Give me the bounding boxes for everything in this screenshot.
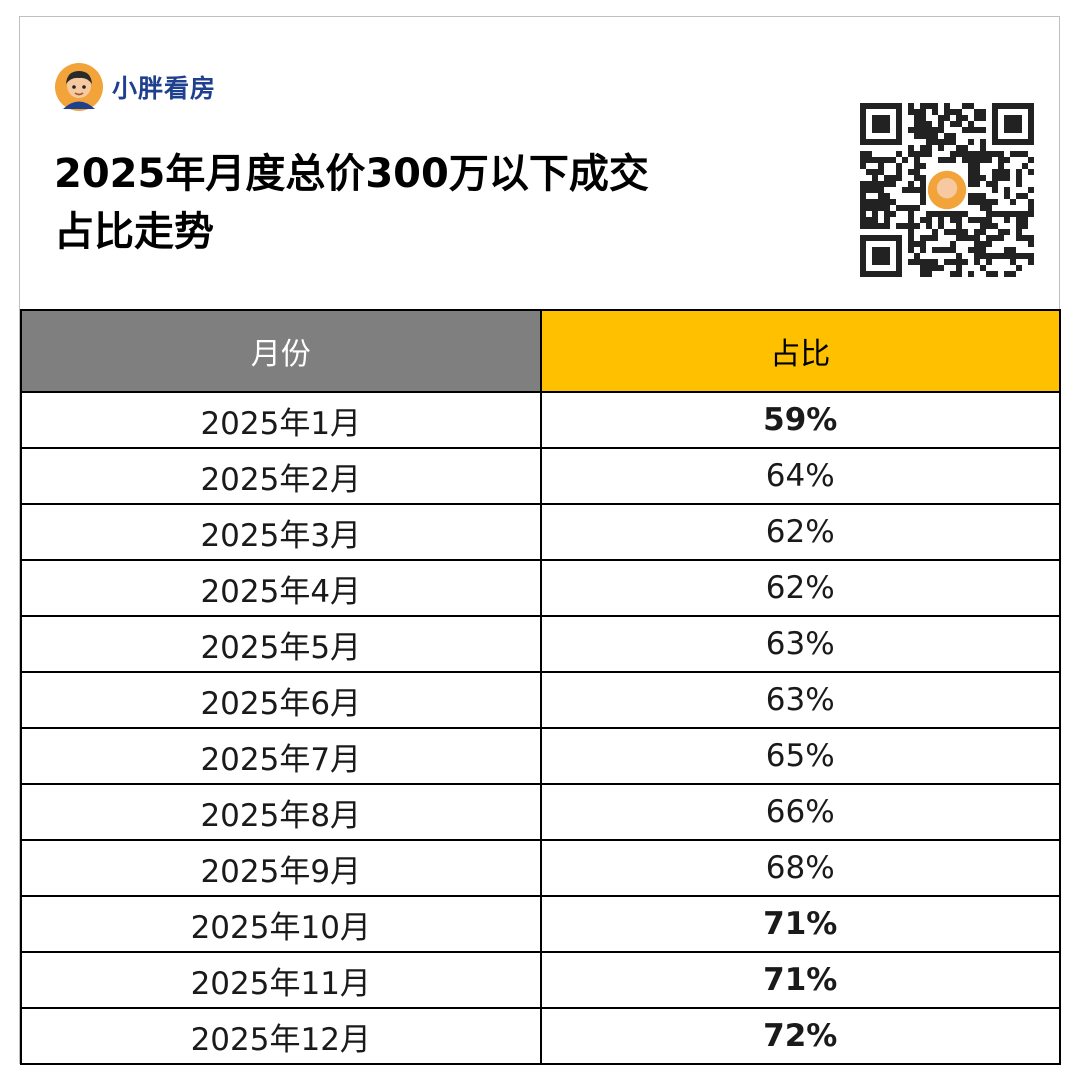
- table-row: 2025年7月 65%: [20, 727, 1061, 785]
- header-month: 月份: [20, 309, 542, 393]
- table-row: 2025年6月 63%: [20, 671, 1061, 729]
- month-cell: 2025年6月: [20, 671, 542, 729]
- title-line-1: 2025年月度总价300万以下成交: [54, 151, 649, 197]
- share-cell: 62%: [539, 559, 1061, 617]
- table-header-row: 月份 占比: [20, 309, 1061, 393]
- table-row: 2025年8月 66%: [20, 783, 1061, 841]
- month-cell: 2025年10月: [20, 895, 542, 953]
- month-cell: 2025年12月: [20, 1007, 542, 1065]
- qr-code-icon[interactable]: [860, 103, 1034, 277]
- share-cell: 65%: [539, 727, 1061, 785]
- month-cell: 2025年1月: [20, 391, 542, 449]
- month-cell: 2025年8月: [20, 783, 542, 841]
- page-title: 2025年月度总价300万以下成交 占比走势: [54, 145, 814, 261]
- table-row: 2025年2月 64%: [20, 447, 1061, 505]
- card: 小胖看房 2025年月度总价300万以下成交 占比走势 月份 占比 2025年1…: [19, 16, 1061, 1065]
- month-cell: 2025年4月: [20, 559, 542, 617]
- month-cell: 2025年9月: [20, 839, 542, 897]
- share-cell: 71%: [539, 951, 1061, 1009]
- month-cell: 2025年11月: [20, 951, 542, 1009]
- month-cell: 2025年7月: [20, 727, 542, 785]
- month-cell: 2025年5月: [20, 615, 542, 673]
- table-row: 2025年11月 71%: [20, 951, 1061, 1009]
- share-cell: 68%: [539, 839, 1061, 897]
- table-row: 2025年9月 68%: [20, 839, 1061, 897]
- share-cell: 72%: [539, 1007, 1061, 1065]
- table-row: 2025年10月 71%: [20, 895, 1061, 953]
- cartoon-avatar-icon: [55, 63, 103, 111]
- brand-name: 小胖看房: [112, 74, 217, 103]
- header-share: 占比: [539, 309, 1061, 393]
- month-cell: 2025年3月: [20, 503, 542, 561]
- table-row: 2025年5月 63%: [20, 615, 1061, 673]
- table-row: 2025年12月 72%: [20, 1007, 1061, 1065]
- share-cell: 66%: [539, 783, 1061, 841]
- title-line-2: 占比走势: [54, 209, 214, 255]
- share-cell: 71%: [539, 895, 1061, 953]
- share-cell: 63%: [539, 671, 1061, 729]
- share-cell: 63%: [539, 615, 1061, 673]
- table-row: 2025年1月 59%: [20, 391, 1061, 449]
- month-cell: 2025年2月: [20, 447, 542, 505]
- share-cell: 59%: [539, 391, 1061, 449]
- share-cell: 62%: [539, 503, 1061, 561]
- table-row: 2025年4月 62%: [20, 559, 1061, 617]
- table-row: 2025年3月 62%: [20, 503, 1061, 561]
- share-cell: 64%: [539, 447, 1061, 505]
- brand: 小胖看房: [54, 61, 216, 113]
- share-table: 月份 占比 2025年1月 59% 2025年2月 64% 2025年3月 62% 2025…: [20, 309, 1061, 1065]
